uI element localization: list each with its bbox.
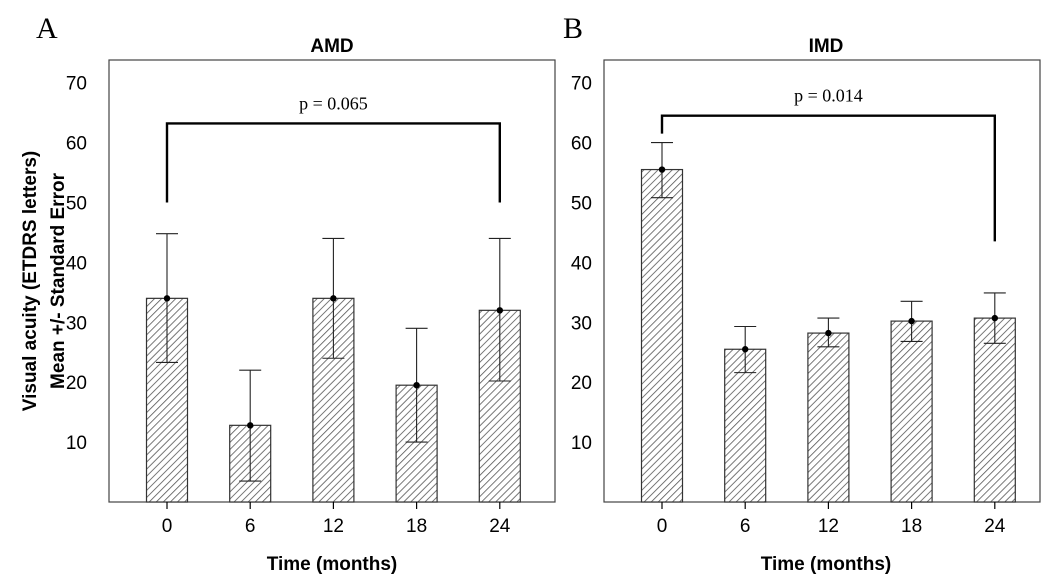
y-tick-label: 50 [571,194,592,215]
panel-a-title: AMD [310,36,353,57]
mean-point [247,422,254,429]
bar [807,332,850,503]
y-tick-label: 50 [66,194,87,215]
panel-a-x-axis-title: Time (months) [267,554,398,575]
y-tick-label: 20 [571,373,592,394]
x-tick-label: 18 [406,516,427,537]
panel-a-x-ticks: 0 6 12 18 24 [162,502,511,537]
panel-b-title: IMD [809,36,844,57]
panel-b-x-ticks: 0 6 12 18 24 [657,502,1006,537]
mean-point [413,381,420,389]
y-tick-label: 10 [66,433,87,454]
panel-a-letter: A [36,12,58,45]
bar [724,348,767,503]
y-tick-label: 30 [571,313,592,334]
x-tick-label: 24 [489,516,511,537]
y-tick-label: 70 [571,74,592,95]
y-axis-title-line-2: Mean +/- Standard Error [48,172,69,389]
bar [890,320,933,503]
x-tick-label: 12 [818,516,839,537]
mean-point [742,346,749,353]
mean-point [163,295,171,302]
y-tick-label: 10 [571,433,592,454]
panel-b-x-axis-title: Time (months) [761,554,892,575]
y-tick-label: 40 [66,253,87,274]
mean-point [658,166,666,173]
x-tick-label: 18 [901,516,922,537]
x-tick-label: 6 [740,516,751,537]
panel-b-letter: B [563,12,583,45]
mean-point [330,295,337,302]
mean-point [991,314,998,322]
x-tick-label: 0 [162,516,173,537]
y-tick-label: 30 [66,313,87,334]
mean-point [825,329,832,337]
bar [640,168,684,503]
y-tick-label: 60 [571,134,592,155]
panel-b-bars [640,142,1016,503]
mean-point [496,307,503,314]
x-tick-label: 24 [984,516,1006,537]
y-axis-title: Visual acuity (ETDRS letters) Mean +/- S… [20,151,69,411]
y-tick-label: 70 [66,74,87,95]
y-axis-title-line-1: Visual acuity (ETDRS letters) [20,151,41,411]
panel-a-y-tick-labels: 10 20 30 40 50 60 70 [66,74,87,454]
y-tick-label: 20 [66,373,87,394]
panel-a-significance-bracket [165,122,501,203]
x-tick-label: 6 [245,516,256,537]
y-tick-label: 60 [66,134,87,155]
panel-b-y-tick-labels: 10 20 30 40 50 60 70 [571,74,592,454]
bar [973,317,1016,503]
x-tick-label: 12 [323,516,344,537]
y-tick-label: 40 [571,253,592,274]
panel-b-significance-bracket [660,114,996,242]
mean-point [908,317,915,325]
panel-b-p-value: p = 0.014 [794,86,863,106]
panel-a-bars [145,233,521,503]
panel-a-p-value: p = 0.065 [299,93,368,113]
x-tick-label: 0 [657,516,668,537]
